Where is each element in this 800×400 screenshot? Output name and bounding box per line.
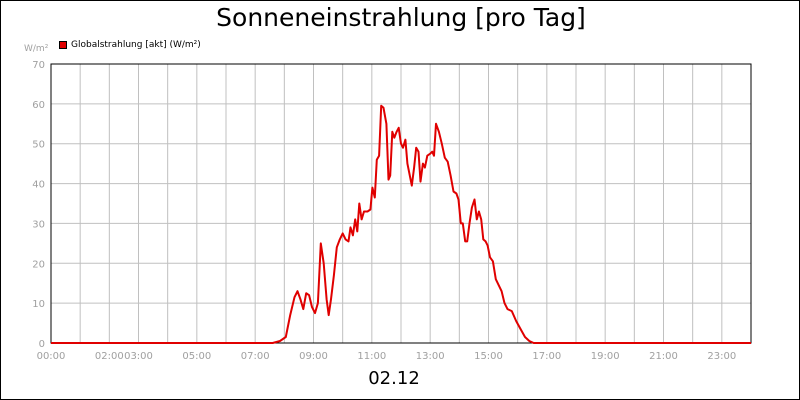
y-tick-label: 70: [32, 60, 45, 71]
x-tick-label: 03:00: [124, 351, 153, 362]
legend-label: Globalstrahlung [akt] (W/m²): [71, 40, 201, 50]
y-tick-label: 20: [32, 259, 45, 270]
legend-swatch: [59, 41, 67, 49]
x-tick-label: 19:00: [591, 351, 620, 362]
axes: [50, 63, 752, 344]
y-tick-label: 40: [32, 180, 45, 191]
x-axis-label: 02.12: [368, 368, 420, 389]
x-tick-label: 05:00: [182, 351, 211, 362]
y-tick-label: 0: [39, 339, 45, 350]
x-tick-label: 00:00: [37, 351, 66, 362]
grid: [50, 63, 752, 344]
x-tick-label: 21:00: [649, 351, 678, 362]
plot-border: [50, 63, 752, 344]
y-tick-label: 50: [32, 140, 45, 151]
x-tick-label: 23:00: [707, 351, 736, 362]
chart-title: Sonneneinstrahlung [pro Tag]: [216, 3, 586, 32]
x-tick-label: 07:00: [241, 351, 270, 362]
y-tick-label: 60: [32, 100, 45, 111]
x-tick-label: 09:00: [299, 351, 328, 362]
y-tick-label: 30: [32, 219, 45, 230]
x-tick-label: 17:00: [532, 351, 561, 362]
y-tick-label: 10: [32, 299, 45, 310]
legend: Globalstrahlung [akt] (W/m²): [59, 39, 201, 51]
tick-labels: 0 10 20 30 40 50 60 70 00:00 02:00 03:00 05:00 07:00…: [32, 60, 736, 362]
x-tick-label: 13:00: [416, 351, 445, 362]
series-group: [51, 104, 751, 344]
x-tick-label: 02:00: [95, 351, 124, 362]
x-tick-label: 15:00: [474, 351, 503, 362]
series-line: [51, 104, 751, 344]
x-tick-label: 11:00: [357, 351, 386, 362]
y-axis-label: W/m²: [24, 44, 49, 54]
